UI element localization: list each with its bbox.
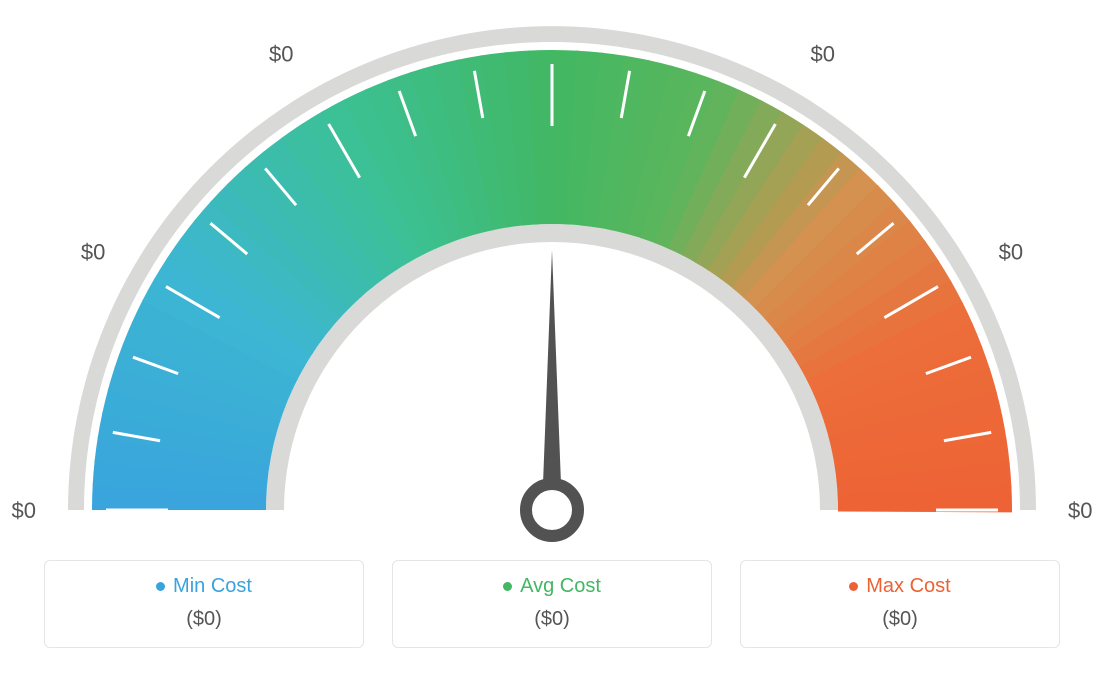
legend-title: Max Cost — [759, 575, 1041, 598]
tick-label: $0 — [999, 240, 1023, 265]
legend-card: Avg Cost ($0) — [392, 560, 712, 648]
legend-dot-icon — [849, 582, 858, 591]
cost-gauge-container: $0$0$0$0$0$0$0 Min Cost($0)Avg Cost($0)M… — [0, 0, 1104, 690]
tick-label: $0 — [810, 41, 834, 66]
tick-label: $0 — [12, 498, 36, 523]
gauge-needle — [542, 250, 562, 510]
legend-value: ($0) — [63, 608, 345, 631]
legend-label: Avg Cost — [520, 575, 601, 598]
legend-value: ($0) — [759, 608, 1041, 631]
gauge-area: $0$0$0$0$0$0$0 — [0, 0, 1104, 560]
tick-label: $0 — [269, 41, 293, 66]
legend-label: Max Cost — [866, 575, 950, 598]
legend-value: ($0) — [411, 608, 693, 631]
legend-dot-icon — [503, 582, 512, 591]
legend-card: Max Cost ($0) — [740, 560, 1060, 648]
legend-title: Min Cost — [63, 575, 345, 598]
legend-row: Min Cost ($0) Avg Cost ($0) Max Cost ($0) — [0, 560, 1104, 648]
legend-title: Avg Cost — [411, 575, 693, 598]
legend-dot-icon — [156, 582, 165, 591]
legend-card: Min Cost ($0) — [44, 560, 364, 648]
legend-label: Min Cost — [173, 575, 252, 598]
tick-label: $0 — [81, 240, 105, 265]
tick-label: $0 — [1068, 498, 1092, 523]
needle-base — [526, 484, 578, 536]
gauge-chart: $0$0$0$0$0$0$0 — [0, 0, 1104, 560]
